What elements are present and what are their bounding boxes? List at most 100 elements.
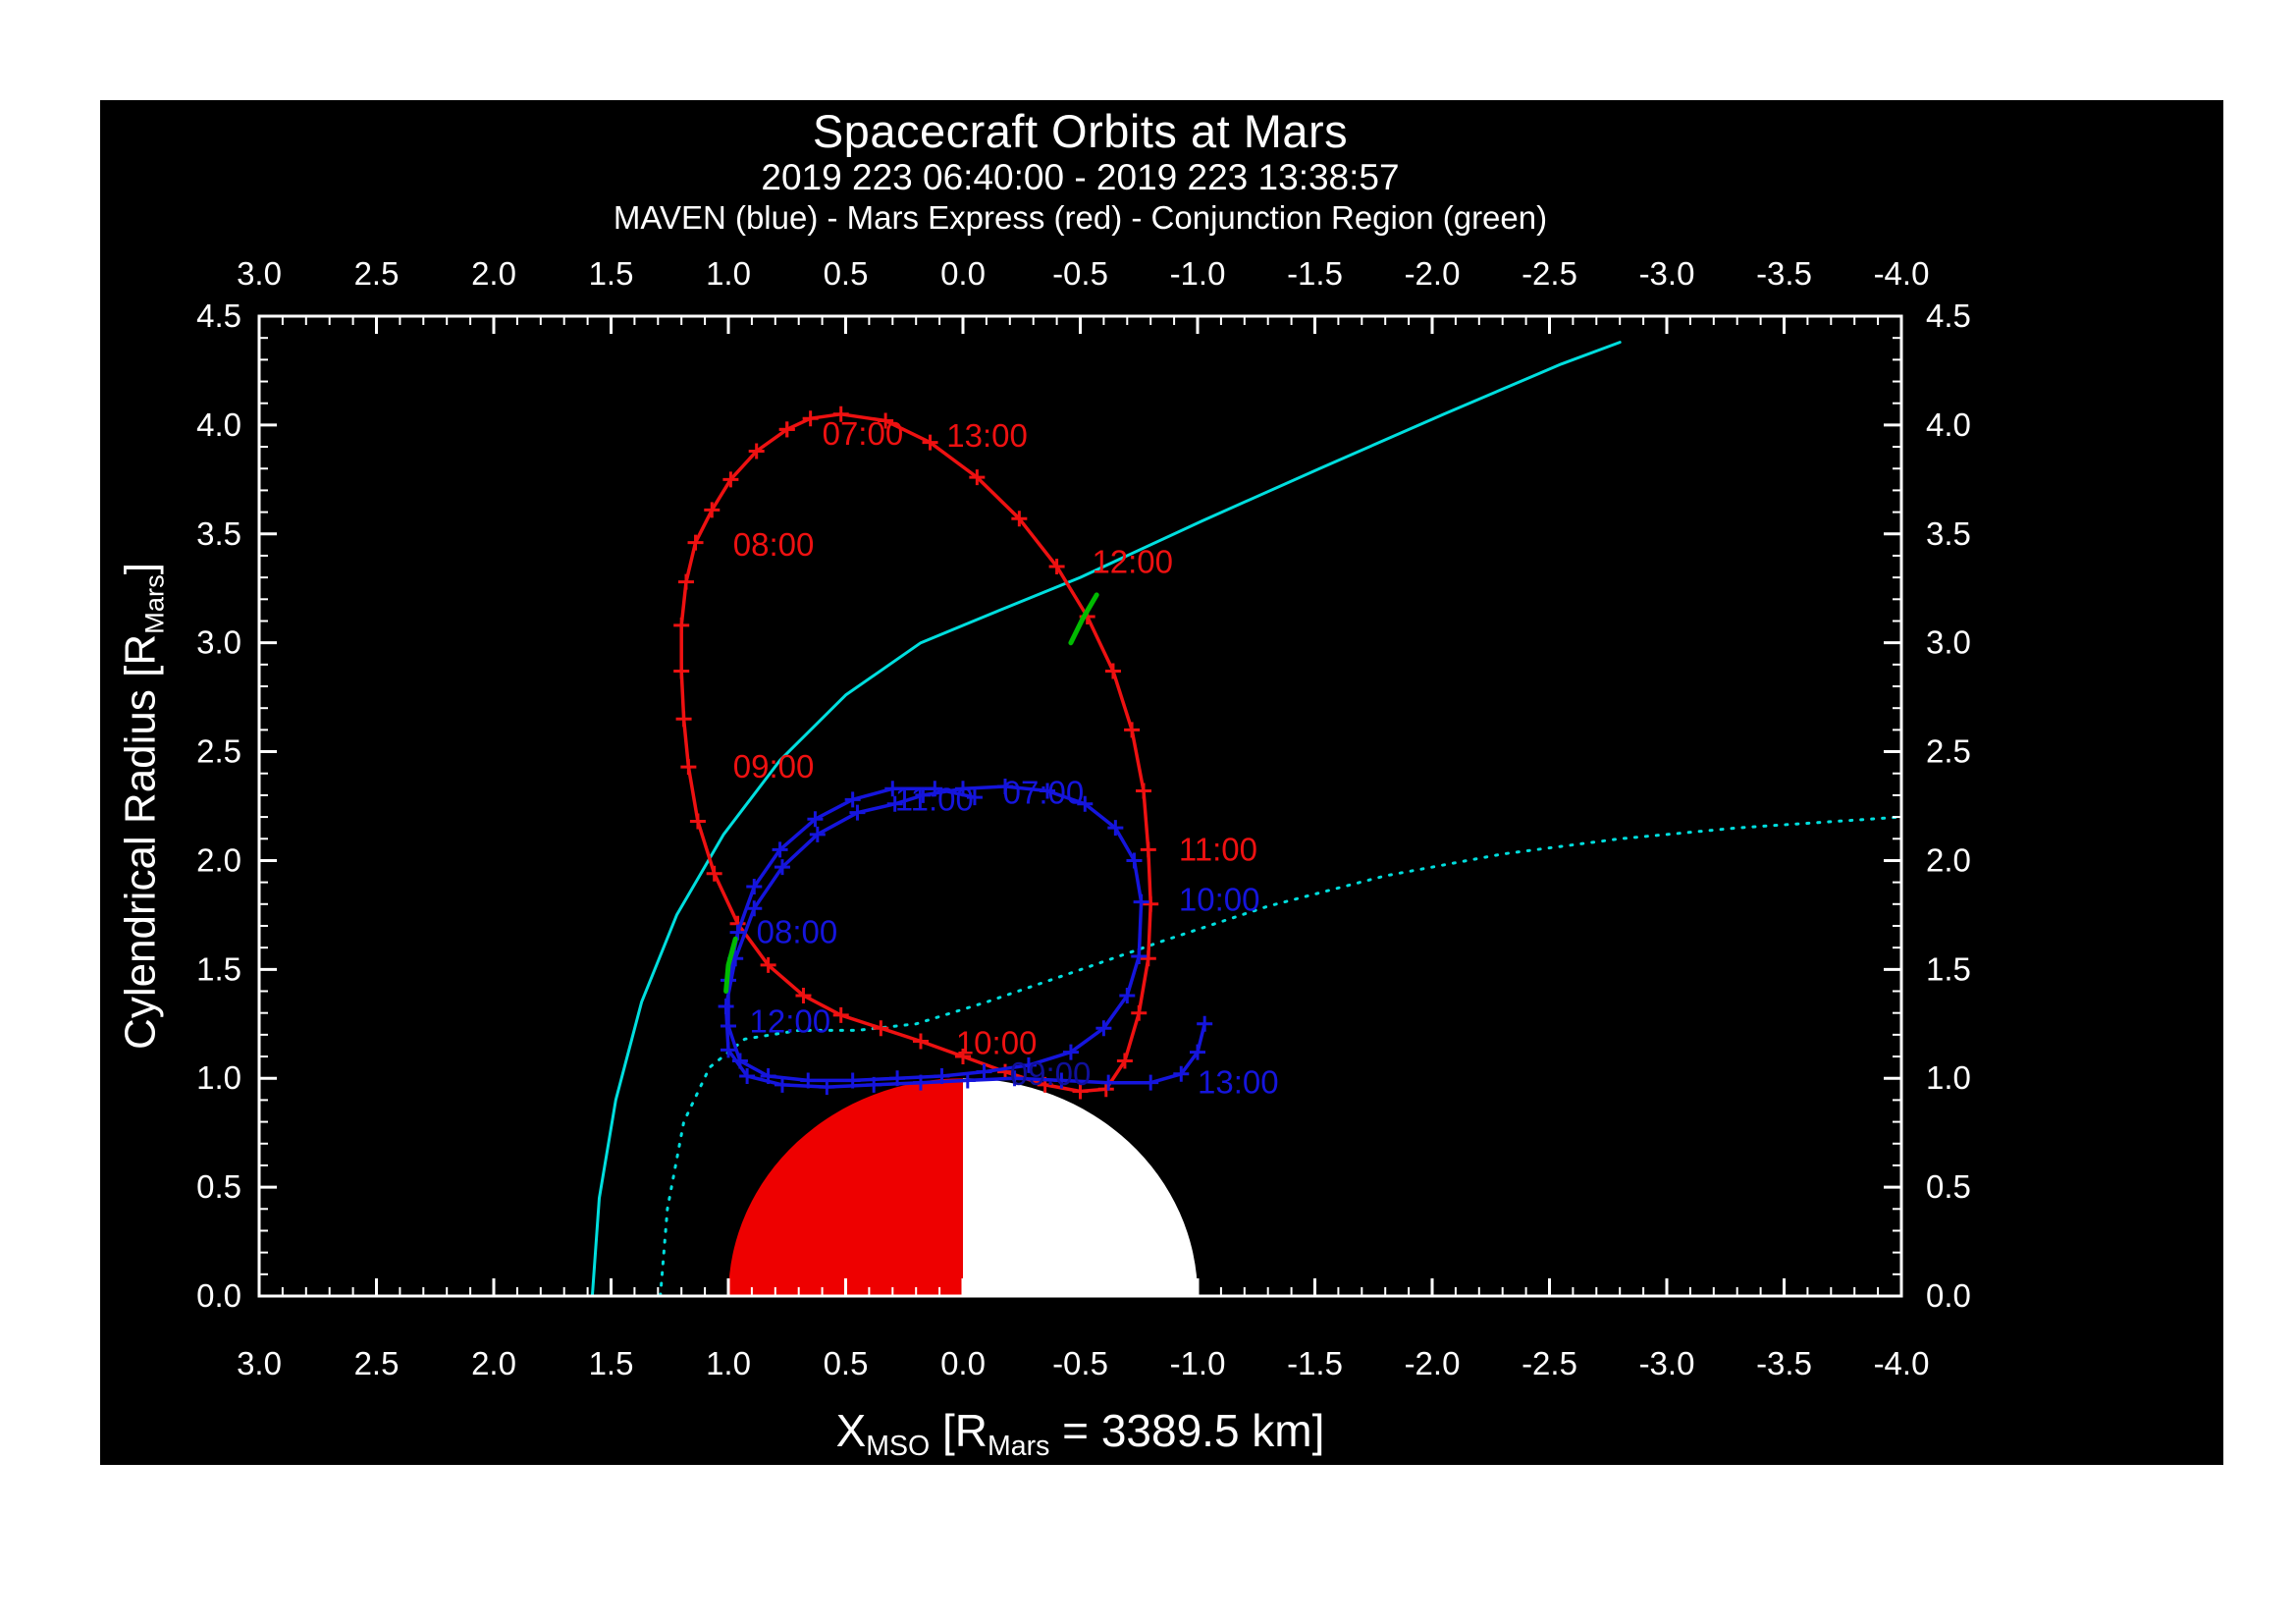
y-tick-label-left: 4.0: [196, 406, 241, 443]
x-axis-label-units: = 3389.5 km]: [1049, 1405, 1325, 1456]
mex-orbit-time-marker: [1011, 511, 1028, 527]
mex-orbit-time-marker: [1104, 663, 1121, 679]
maven-orbit-time-marker: [1143, 1074, 1159, 1091]
y-tick-label-left: 2.5: [196, 733, 241, 770]
time-label-maven-0700: 07:00: [1003, 775, 1085, 811]
y-tick-label-right: 3.5: [1926, 515, 1971, 552]
maven-orbit-time-marker: [1062, 1044, 1079, 1060]
x-tick-label-bottom: 2.5: [354, 1345, 400, 1381]
maven-orbit-time-marker: [955, 781, 971, 797]
x-tick-label-bottom: -1.5: [1287, 1345, 1343, 1381]
x-tick-label-bottom: -3.0: [1639, 1345, 1695, 1381]
maven-orbit-time-marker: [866, 1076, 882, 1093]
maven-orbit-time-marker: [1133, 893, 1149, 910]
mex-orbit-time-marker: [778, 421, 795, 438]
mex-orbit-time-marker: [873, 1020, 889, 1037]
mex-orbit-time-marker: [677, 573, 694, 590]
y-tick-label-right: 2.5: [1926, 733, 1971, 770]
mex-orbit-time-marker: [1072, 1083, 1089, 1100]
y-tick-label-right: 0.5: [1926, 1168, 1971, 1205]
maven-orbit-time-marker: [1095, 1020, 1112, 1037]
x-tick-label-bottom: 2.0: [471, 1345, 516, 1381]
mex-orbit-time-marker: [1116, 1053, 1133, 1069]
y-tick-label-left: 0.5: [196, 1168, 241, 1205]
x-tick-label-top: 1.0: [706, 255, 751, 292]
y-tick-label-right: 4.0: [1926, 406, 1971, 443]
y-tick-label-right: 3.0: [1926, 624, 1971, 661]
mex-orbit-time-marker: [1131, 1004, 1148, 1021]
maven-orbit-time-marker: [1107, 820, 1124, 837]
time-label-maven-1000: 10:00: [1179, 881, 1260, 917]
x-tick-label-top: 2.0: [471, 255, 516, 292]
maven-orbit-time-marker: [884, 781, 901, 797]
chart-title: Spacecraft Orbits at Mars: [812, 105, 1349, 157]
mex-orbit-time-marker: [912, 1033, 929, 1050]
conjunction-b-curve: [1068, 592, 1099, 646]
mex-orbit-time-marker: [1136, 783, 1152, 799]
x-tick-label-bottom: 1.5: [589, 1345, 634, 1381]
chart-legend-line: MAVEN (blue) - Mars Express (red) - Conj…: [613, 199, 1548, 236]
maven-orbit-time-marker: [729, 924, 746, 941]
maven-orbit-time-marker: [927, 781, 943, 797]
x-tick-label-bottom: -2.0: [1405, 1345, 1461, 1381]
x-tick-label-top: -2.5: [1522, 255, 1577, 292]
mex-orbit-time-marker: [675, 711, 692, 728]
x-tick-label-top: 0.5: [824, 255, 869, 292]
y-tick-label-left: 1.5: [196, 950, 241, 987]
maven-orbit-time-marker: [1190, 1044, 1205, 1060]
y-tick-label-right: 2.0: [1926, 841, 1971, 878]
mex-orbit-time-marker: [1143, 895, 1159, 912]
maven-orbit-time-marker: [731, 1053, 748, 1069]
time-label-mex-1000: 10:00: [956, 1025, 1038, 1061]
time-label-mex-1100: 11:00: [1179, 831, 1257, 867]
mex-orbit-time-marker: [878, 412, 894, 429]
mex-orbit-time-marker: [1048, 559, 1065, 575]
maven-orbit-time-marker: [1006, 1070, 1023, 1087]
x-tick-label-bottom: 1.0: [706, 1345, 751, 1381]
y-axis-label-close-bracket: ]: [116, 563, 165, 575]
mex-orbit-time-marker: [760, 956, 776, 973]
mars-dayside: [728, 1078, 963, 1296]
x-axis-label-bracket: [R: [930, 1405, 988, 1456]
maven-orbit-time-marker: [1173, 1065, 1190, 1082]
mex-orbit-time-marker: [704, 502, 721, 518]
mex-orbit-time-marker: [1124, 722, 1141, 738]
mex-orbit-time-marker: [802, 410, 819, 427]
mex-orbit-time-marker: [722, 471, 739, 488]
x-axis-label-subscript-mso: MSO: [866, 1431, 931, 1463]
mex-orbit-time-marker: [922, 434, 938, 451]
imb-curve: [659, 815, 1903, 1298]
maven-orbit-time-marker: [739, 1068, 756, 1084]
x-axis-label-symbol: X: [835, 1405, 867, 1456]
x-tick-label-top: -3.0: [1639, 255, 1695, 292]
maven-orbit-time-marker: [721, 1018, 736, 1034]
x-tick-label-top: -1.5: [1287, 255, 1343, 292]
x-tick-label-top: 0.0: [940, 255, 986, 292]
mex-orbit-time-marker: [832, 1006, 849, 1023]
y-tick-label-right: 1.5: [1926, 950, 1971, 987]
maven-orbit-time-marker: [760, 1068, 776, 1084]
maven-orbit-time-marker: [774, 1076, 790, 1093]
x-tick-label-top: -2.0: [1405, 255, 1461, 292]
maven-orbit-time-marker: [934, 1068, 950, 1084]
mex-orbit-time-marker: [689, 813, 706, 830]
mex-orbit-time-marker: [706, 865, 722, 882]
maven-orbit-time-marker: [1053, 1072, 1070, 1089]
maven-orbit-time-marker: [800, 1072, 817, 1089]
maven-orbit-time-marker: [772, 841, 788, 858]
maven-orbit-time-marker: [819, 1079, 835, 1096]
x-tick-label-bottom: -3.5: [1756, 1345, 1812, 1381]
maven-orbit-time-marker: [966, 789, 983, 806]
x-axis-label: XMSO [RMars = 3389.5 km]: [259, 1404, 1901, 1463]
mex-orbit-time-marker: [687, 534, 704, 551]
time-label-maven-1200: 12:00: [750, 1003, 831, 1040]
x-tick-label-bottom: 0.0: [940, 1345, 986, 1381]
x-tick-label-top: 3.0: [237, 255, 282, 292]
maven-orbit-time-marker: [774, 859, 790, 876]
maven-orbit-time-marker: [807, 811, 824, 828]
y-tick-label-left: 0.0: [196, 1277, 241, 1314]
mex-orbit-time-marker: [1140, 950, 1156, 967]
maven-orbit-time-marker: [718, 999, 734, 1015]
maven-orbit-time-marker: [1040, 783, 1056, 799]
